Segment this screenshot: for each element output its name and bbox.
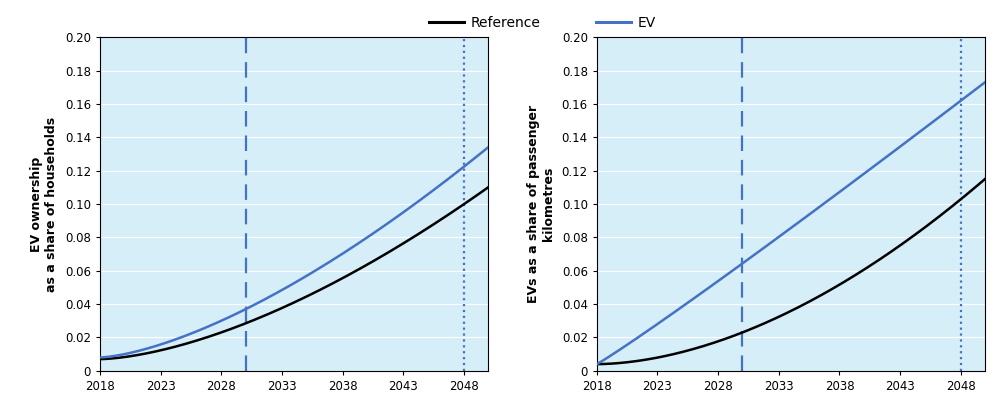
- Y-axis label: EVs as a share of passenger
kilometres: EVs as a share of passenger kilometres: [527, 105, 555, 303]
- Y-axis label: EV ownership
as a share of households: EV ownership as a share of households: [30, 117, 58, 292]
- Legend: Reference, EV: Reference, EV: [423, 10, 662, 35]
